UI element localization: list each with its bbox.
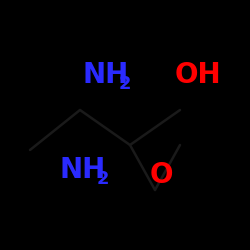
Text: NH: NH (60, 156, 106, 184)
Text: 2: 2 (96, 170, 109, 188)
Text: OH: OH (175, 61, 222, 89)
Text: NH: NH (82, 61, 129, 89)
Text: 2: 2 (119, 75, 131, 93)
Text: O: O (150, 161, 174, 189)
